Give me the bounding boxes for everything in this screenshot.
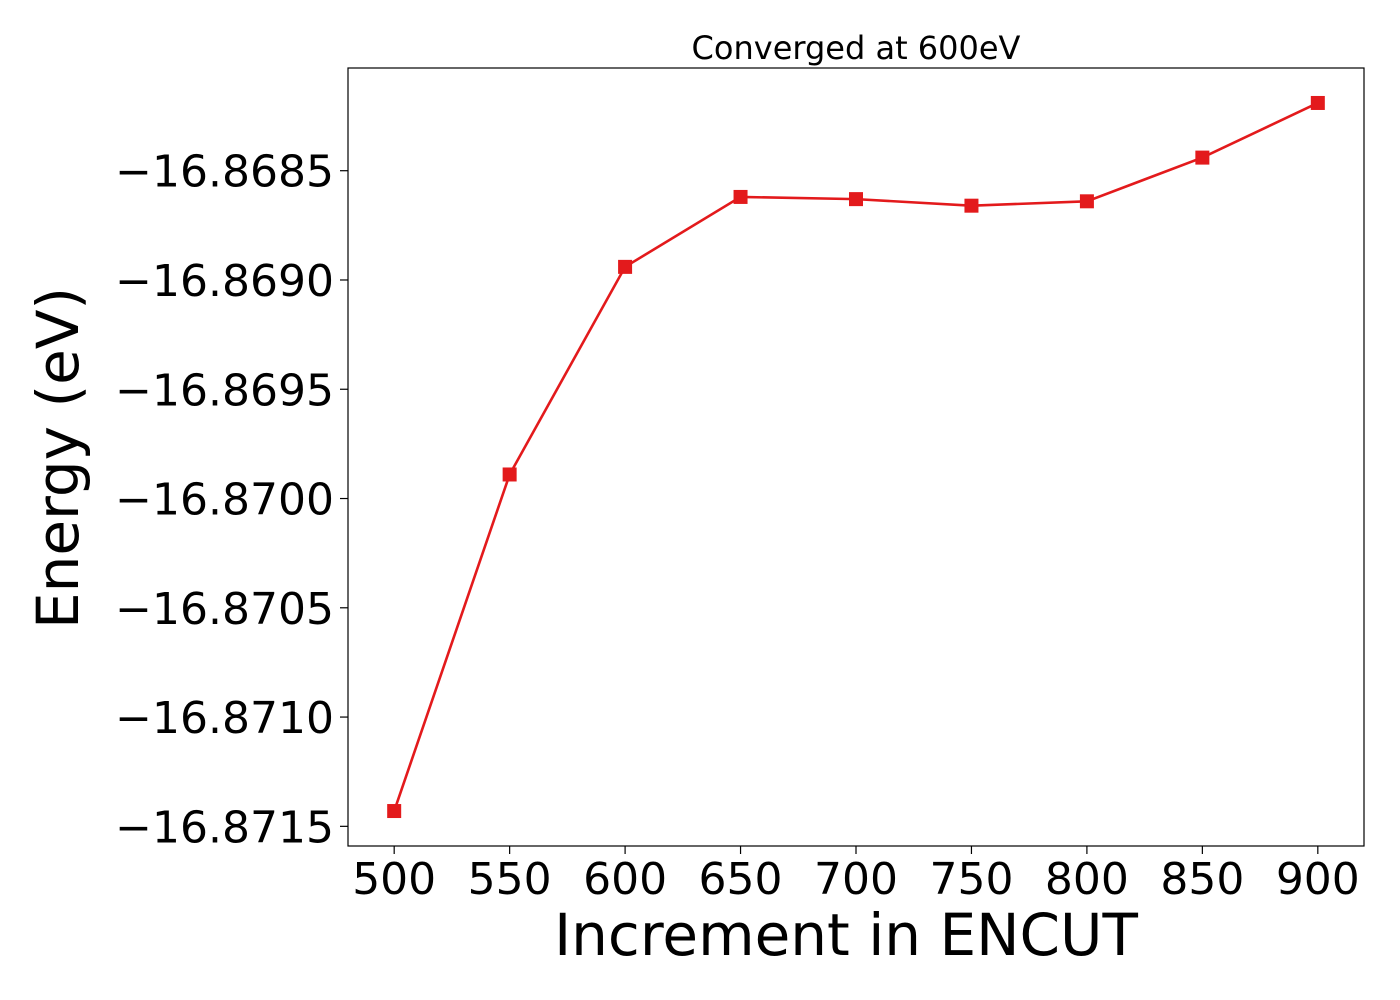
y-tick-label: −16.8685: [115, 147, 334, 198]
y-tick-label: −16.8695: [115, 365, 334, 416]
y-tick-label: −16.8700: [115, 475, 334, 526]
plot-area-frame: [347, 67, 1365, 847]
data-point: [1310, 95, 1325, 110]
x-tick-label: 900: [1276, 854, 1360, 905]
x-axis: 500 550 600 650 700 750 800 850 900: [352, 846, 1360, 905]
data-point: [502, 467, 517, 482]
data-point: [618, 259, 633, 274]
x-tick-label: 850: [1160, 854, 1244, 905]
y-tick-label: −16.8705: [115, 584, 334, 635]
x-tick-label: 600: [583, 854, 667, 905]
x-tick-label: 800: [1045, 854, 1129, 905]
x-tick-label: 700: [814, 854, 898, 905]
chart-title: Converged at 600eV: [692, 29, 1021, 67]
data-point: [1079, 194, 1094, 209]
x-axis-title: Increment in ENCUT: [554, 901, 1138, 969]
data-point: [387, 804, 402, 819]
x-tick-label: 750: [929, 854, 1013, 905]
x-tick-label: 650: [699, 854, 783, 905]
y-axis-title: Energy (eV): [24, 287, 92, 629]
x-tick-label: 500: [352, 854, 436, 905]
data-point: [1195, 150, 1210, 165]
y-axis: −16.8685 −16.8690 −16.8695 −16.8700 −16.8705…: [115, 147, 348, 853]
y-tick-label: −16.8710: [115, 693, 334, 744]
y-tick-label: −16.8715: [115, 802, 334, 853]
data-point: [733, 189, 748, 204]
data-point: [964, 198, 979, 213]
y-tick-label: −16.8690: [115, 256, 334, 307]
data-point: [849, 192, 863, 207]
series-line: [392, 101, 1319, 812]
x-tick-label: 550: [468, 854, 552, 905]
data-series: [387, 95, 1325, 819]
